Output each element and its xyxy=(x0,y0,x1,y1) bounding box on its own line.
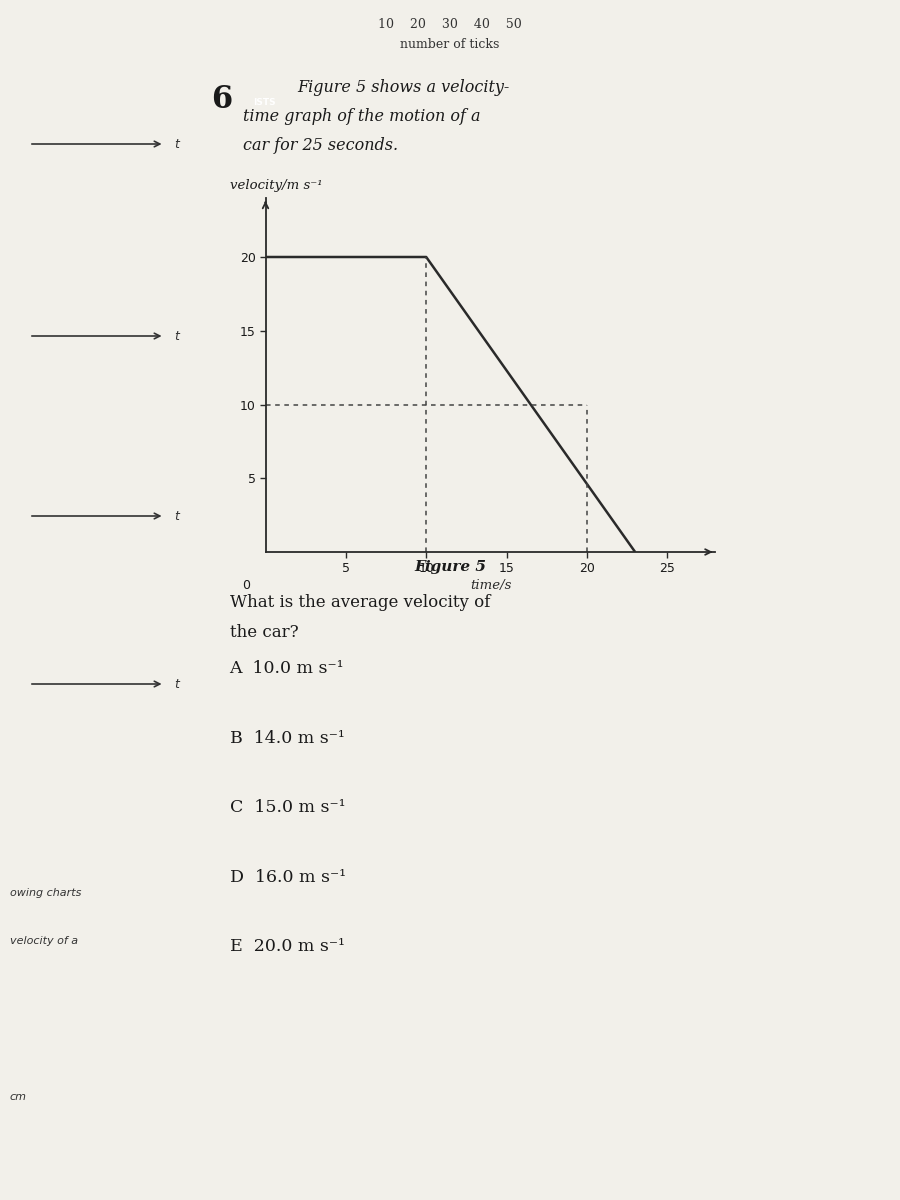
Text: B  14.0 m s⁻¹: B 14.0 m s⁻¹ xyxy=(230,730,345,746)
Text: 10    20    30    40    50: 10 20 30 40 50 xyxy=(378,18,522,31)
Text: car for 25 seconds.: car for 25 seconds. xyxy=(243,137,398,154)
Text: ISTS: ISTS xyxy=(253,98,276,107)
Text: 0: 0 xyxy=(242,578,250,592)
Text: 6: 6 xyxy=(212,84,232,115)
Text: E  20.0 m s⁻¹: E 20.0 m s⁻¹ xyxy=(230,938,345,955)
Text: the car?: the car? xyxy=(230,624,298,641)
Text: Figure 5 shows a velocity-: Figure 5 shows a velocity- xyxy=(297,79,509,96)
Text: Figure 5: Figure 5 xyxy=(414,560,486,575)
Text: time graph of the motion of a: time graph of the motion of a xyxy=(243,108,481,125)
Text: t: t xyxy=(175,678,179,690)
Text: What is the average velocity of: What is the average velocity of xyxy=(230,594,490,611)
X-axis label: time/s: time/s xyxy=(470,578,511,592)
Text: velocity of a: velocity of a xyxy=(10,936,77,946)
Text: number of ticks: number of ticks xyxy=(400,38,500,52)
Text: A  10.0 m s⁻¹: A 10.0 m s⁻¹ xyxy=(230,660,344,677)
Text: owing charts: owing charts xyxy=(10,888,81,898)
Text: velocity/m s⁻¹: velocity/m s⁻¹ xyxy=(230,179,322,192)
Text: cm: cm xyxy=(10,1092,27,1102)
Text: t: t xyxy=(175,510,179,522)
Text: t: t xyxy=(175,138,179,150)
Text: t: t xyxy=(175,330,179,342)
Text: D  16.0 m s⁻¹: D 16.0 m s⁻¹ xyxy=(230,869,346,886)
Text: C  15.0 m s⁻¹: C 15.0 m s⁻¹ xyxy=(230,799,345,816)
